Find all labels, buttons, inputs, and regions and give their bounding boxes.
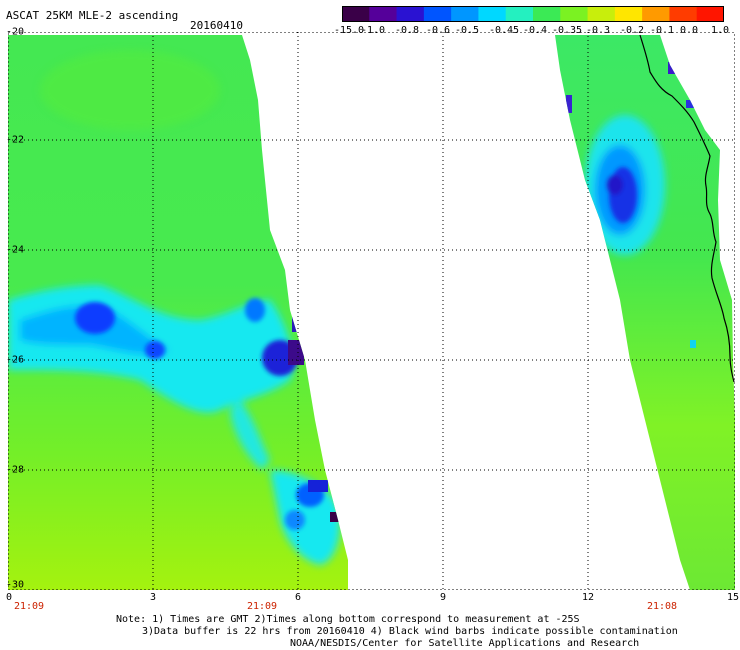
colorbar-cell (342, 6, 370, 22)
colorbar-cell (451, 6, 480, 22)
y-tick-label: -24 (6, 244, 25, 256)
colorbar-label: -0.3 (585, 25, 611, 36)
y-tick-label: -28 (6, 464, 25, 476)
time-label: 21:09 (246, 601, 278, 612)
map-frame (8, 32, 735, 590)
right-swath (555, 35, 735, 590)
map-grid (8, 32, 735, 590)
note-line-1: Note: 1) Times are GMT 2)Times along bot… (116, 614, 580, 625)
colorbar-cell (478, 6, 507, 22)
colorbar-cell (533, 6, 561, 22)
colorbar-cell (505, 6, 534, 22)
x-tick-label: 0 (5, 592, 13, 603)
map-date: 20160410 (190, 19, 243, 32)
colorbar-cell (587, 6, 616, 22)
note-line-2: 3)Data buffer is 22 hrs from 20160410 4)… (142, 626, 678, 637)
colorbar-label: -0.4 (522, 25, 548, 36)
colorbar-label: -0.2 (619, 25, 645, 36)
colorbar-label: -0.1 (649, 25, 675, 36)
colorbar-label: 1.0 (710, 25, 730, 36)
left-swath (8, 35, 348, 590)
x-tick-label: 9 (439, 592, 447, 603)
colorbar-label: -1.0 (360, 25, 386, 36)
y-tick-label: -26 (6, 354, 25, 366)
time-label: 21:09 (13, 601, 45, 612)
colorbar-label: -0.5 (454, 25, 480, 36)
colorbar-cell (696, 6, 724, 22)
colorbar-cell (423, 6, 452, 22)
colorbar-label: 0.0 (679, 25, 699, 36)
colorbar-cell (396, 6, 425, 22)
coastline (639, 34, 735, 383)
colorbar-label: -15.0 (333, 25, 365, 36)
note-line-3: NOAA/NESDIS/Center for Satellite Applica… (290, 638, 640, 649)
colorbar-cell (614, 6, 643, 22)
y-tick-label: -30 (6, 579, 25, 591)
time-label: 21:08 (646, 601, 678, 612)
colorbar-label: -0.8 (394, 25, 420, 36)
colorbar-label: -0.45 (488, 25, 520, 36)
x-tick-label: 3 (149, 592, 157, 603)
colorbar-cell (642, 6, 671, 22)
y-tick-label: -20 (6, 26, 25, 38)
x-tick-label: 15 (726, 592, 740, 603)
colorbar-cell (369, 6, 398, 22)
colorbar-label: -0.6 (425, 25, 451, 36)
y-tick-label: -22 (6, 134, 25, 146)
colorbar-cell (560, 6, 589, 22)
x-tick-label: 6 (294, 592, 302, 603)
colorbar-cell (669, 6, 698, 22)
map-title: ASCAT 25KM MLE-2 ascending (6, 9, 179, 22)
colorbar-label: -0.35 (551, 25, 583, 36)
x-tick-label: 12 (581, 592, 595, 603)
colorbar (342, 6, 724, 22)
